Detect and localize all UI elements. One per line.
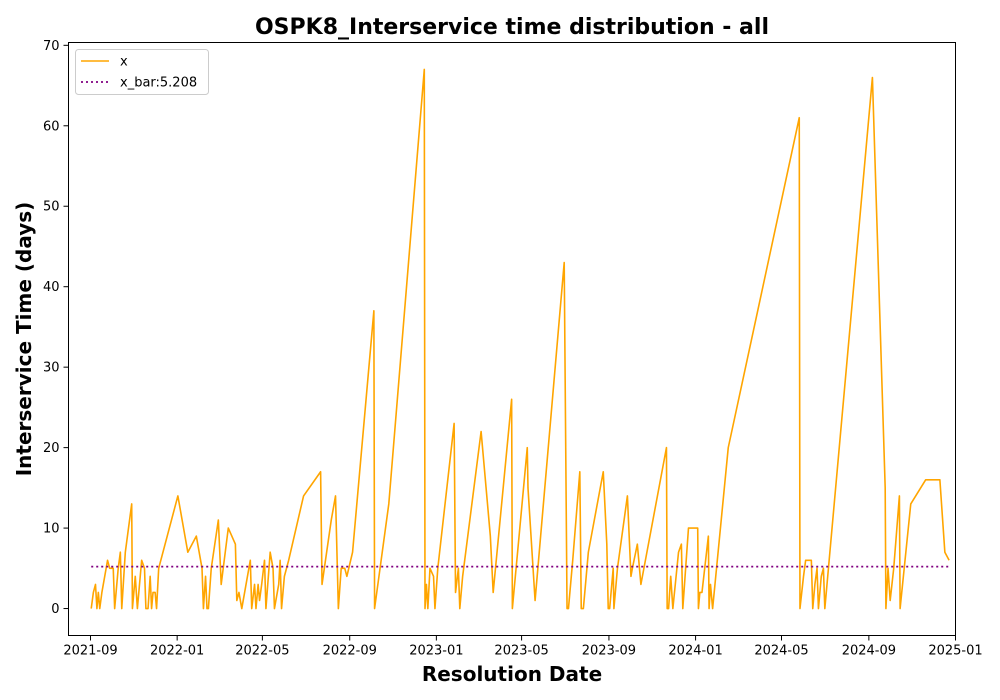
x-tick-label-5: 2023-05: [494, 644, 548, 659]
y-tick-label-5: 50: [43, 200, 60, 215]
x-tick-label-1: 2022-01: [150, 644, 204, 659]
x-tick-label-2: 2022-05: [235, 644, 289, 659]
y-tick-label-4: 40: [43, 280, 60, 295]
y-axis-label: Interservice Time (days): [12, 202, 36, 477]
x-tick-label-6: 2023-09: [582, 644, 636, 659]
legend-label-0: x: [120, 55, 128, 70]
y-tick-label-3: 30: [43, 361, 60, 376]
x-tick-label-10: 2025-01: [928, 644, 982, 659]
y-tick-label-0: 0: [51, 602, 59, 617]
y-axis: 0 10 20 30 40 50 60 70: [43, 39, 69, 617]
y-tick-label-1: 10: [43, 522, 60, 537]
x-tick-label-7: 2024-01: [668, 644, 722, 659]
x-tick-label-4: 2023-01: [409, 644, 463, 659]
x-tick-label-0: 2021-09: [63, 644, 117, 659]
x-tick-label-9: 2024-09: [842, 644, 896, 659]
y-tick-label-7: 70: [43, 39, 60, 54]
x-axis-label: Resolution Date: [422, 662, 602, 686]
legend-label-1: x_bar:5.208: [120, 76, 197, 91]
x-tick-label-8: 2024-05: [754, 644, 808, 659]
plot-area: [90, 68, 950, 610]
chart-title: OSPK8_Interservice time distribution - a…: [255, 15, 769, 40]
x-tick-label-3: 2022-09: [323, 644, 377, 659]
y-tick-label-2: 20: [43, 441, 60, 456]
series-line-0: [90, 68, 950, 610]
plot-frame: [68, 42, 956, 636]
y-tick-label-6: 60: [43, 119, 60, 134]
x-axis: 2021-09 2022-01 2022-05 2022-09 2023-01 2023-…: [63, 635, 983, 659]
legend: x x_bar:5.208: [75, 49, 209, 95]
